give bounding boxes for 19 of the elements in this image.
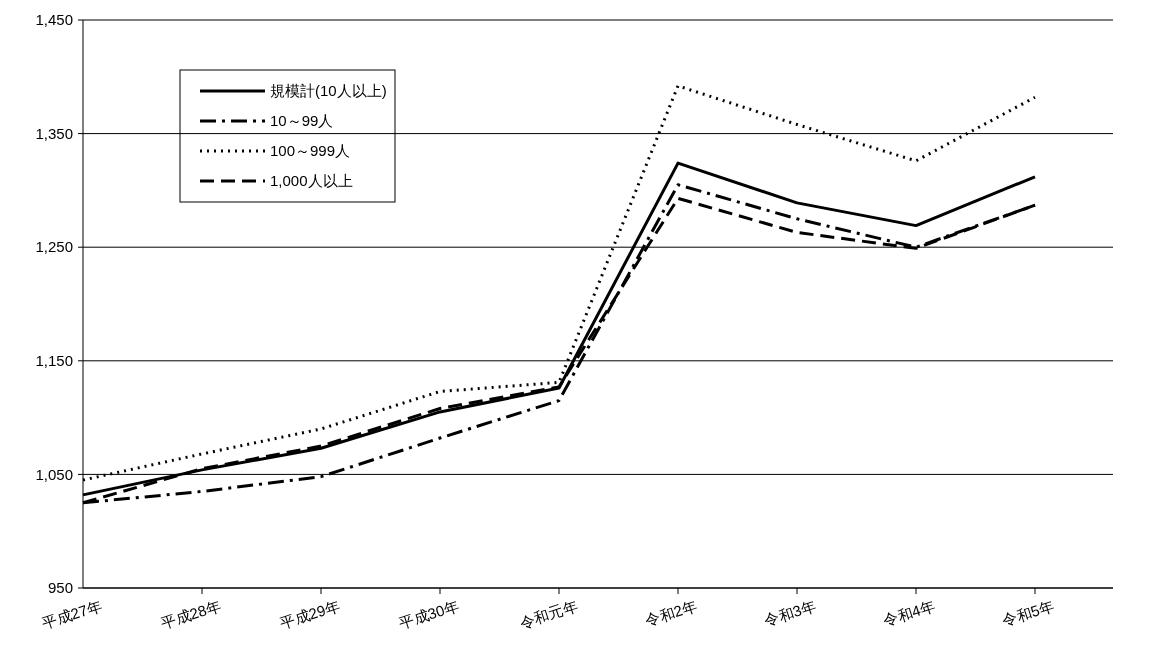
x-tick-label: 令和5年 (999, 596, 1056, 630)
y-tick-label: 1,250 (35, 238, 73, 256)
legend-label: 10～99人 (270, 112, 334, 130)
y-tick-label: 1,350 (35, 124, 73, 142)
legend-label: 規模計(10人以上) (270, 82, 387, 100)
legend-label: 100～999人 (270, 142, 351, 160)
x-tick-label: 令和元年 (517, 596, 580, 632)
x-tick-label: 令和4年 (880, 596, 937, 630)
x-tick-label: 平成28年 (159, 596, 223, 632)
y-tick-label: 950 (47, 579, 73, 597)
x-tick-label: 平成29年 (278, 596, 342, 632)
x-tick-label: 平成30年 (397, 596, 461, 632)
y-tick-label: 1,450 (35, 11, 73, 29)
y-tick-label: 1,050 (35, 465, 73, 483)
x-tick-label: 令和2年 (642, 596, 699, 630)
y-tick-label: 1,150 (35, 352, 73, 370)
legend-label: 1,000人以上 (270, 172, 353, 190)
x-tick-label: 平成27年 (40, 596, 104, 632)
x-tick-label: 令和3年 (761, 596, 818, 630)
